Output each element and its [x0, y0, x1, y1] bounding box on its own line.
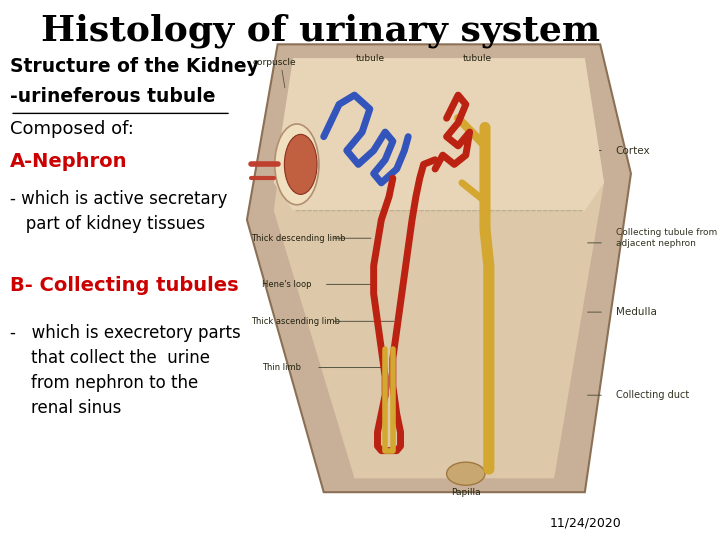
Text: B- Collecting tubules: B- Collecting tubules — [10, 276, 239, 295]
Polygon shape — [274, 58, 604, 478]
Polygon shape — [247, 44, 631, 492]
Ellipse shape — [284, 134, 317, 194]
Text: A-Nephron: A-Nephron — [10, 152, 127, 171]
Text: Collecting duct: Collecting duct — [616, 390, 689, 400]
Text: Papilla: Papilla — [451, 488, 481, 497]
Text: Thick descending limb: Thick descending limb — [251, 234, 346, 243]
Text: -urineferous tubule: -urineferous tubule — [10, 87, 216, 106]
Text: Cortex: Cortex — [616, 145, 650, 156]
Polygon shape — [274, 58, 604, 211]
Text: Thick ascending limb: Thick ascending limb — [251, 317, 340, 326]
Text: Medulla: Medulla — [616, 307, 657, 317]
Text: corpuscle: corpuscle — [252, 58, 296, 68]
Ellipse shape — [275, 124, 319, 205]
Text: Collecting tubule from
adjacent nephron: Collecting tubule from adjacent nephron — [616, 228, 717, 248]
Text: Thin limb: Thin limb — [262, 363, 301, 372]
Ellipse shape — [446, 462, 485, 485]
Text: 11/24/2020: 11/24/2020 — [549, 516, 621, 529]
Text: - which is active secretary
   part of kidney tissues: - which is active secretary part of kidn… — [10, 190, 228, 233]
Text: Composed of:: Composed of: — [10, 120, 134, 138]
Text: Structure of the Kidney: Structure of the Kidney — [10, 57, 259, 76]
Text: Hene's loop: Hene's loop — [262, 280, 312, 289]
Text: tubule: tubule — [355, 54, 384, 63]
Text: Histology of urinary system: Histology of urinary system — [41, 14, 600, 48]
Text: tubule: tubule — [463, 54, 492, 63]
Text: -   which is execretory parts
    that collect the  urine
    from nephron to th: - which is execretory parts that collect… — [10, 324, 241, 417]
